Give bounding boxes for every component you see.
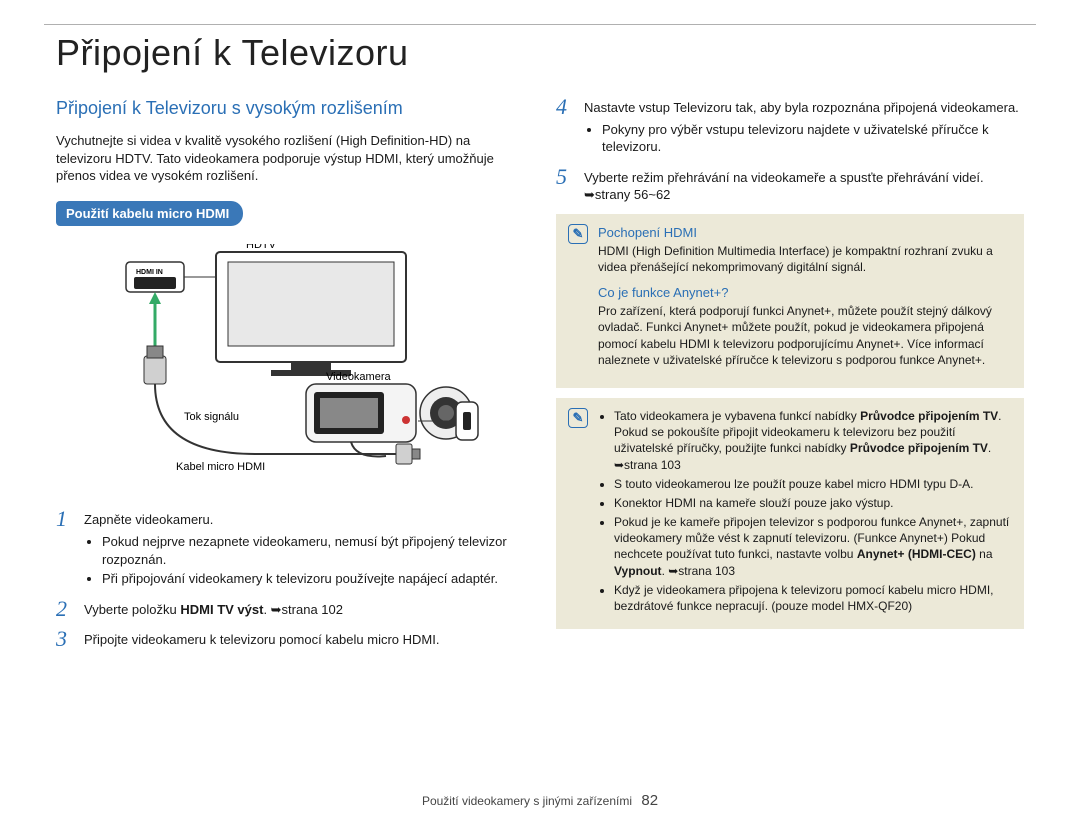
step-body: Zapněte videokameru. Pokud nejprve nezapn… [84,508,524,589]
label-cable: Kabel micro HDMI [176,461,265,473]
section-heading: Připojení k Televizoru s vysokým rozliše… [56,96,524,120]
label-signal: Tok signálu [184,411,239,423]
info-heading: Pochopení HDMI [598,224,1012,242]
step-text: Nastavte vstup Televizoru tak, aby byla … [584,99,1024,117]
step: 1 Zapněte videokameru. Pokud nejprve nezap… [56,508,524,589]
step-body: Připojte videokameru k televizoru pomocí… [84,628,524,650]
info-box-notes: ✎ Tato videokamera je vybavena funkcí na… [556,398,1024,629]
info-box-hdmi: ✎ Pochopení HDMIHDMI (High Definition Mu… [556,214,1024,388]
bullet-item: Pokyny pro výběr vstupu televizoru najde… [602,121,1024,156]
left-column: Připojení k Televizoru s vysokým rozliše… [56,96,524,658]
bullet-item: Pokud nejprve nezapnete videokameru, nem… [102,533,524,568]
page-footer: Použití videokamery s jinými zařízeními … [0,792,1080,809]
right-steps-list: 4 Nastavte vstup Televizoru tak, aby byla… [556,96,1024,204]
note-icon: ✎ [568,408,588,428]
content-columns: Připojení k Televizoru s vysokým rozliše… [56,96,1024,658]
step-text: Vyberte režim přehrávání na videokameře … [584,169,1024,204]
right-column: 4 Nastavte vstup Televizoru tak, aby byla… [556,96,1024,658]
intro-paragraph: Vychutnejte si videa v kvalitě vysokého … [56,132,524,185]
notes-list: Tato videokamera je vybavena funkcí nabí… [614,408,1012,614]
note-item: Konektor HDMI na kameře slouží pouze jak… [614,495,1012,511]
step-text: Zapněte videokameru. [84,511,524,529]
info-heading: Co je funkce Anynet+? [598,284,1012,302]
step: 4 Nastavte vstup Televizoru tak, aby byla… [556,96,1024,158]
left-steps-list: 1 Zapněte videokameru. Pokud nejprve nezap… [56,508,524,649]
footer-label: Použití videokamery s jinými zařízeními [422,794,632,808]
note-item: Pokud je ke kameře připojen televizor s … [614,514,1012,579]
note-item: S touto videokamerou lze použít pouze ka… [614,476,1012,492]
step-body: Vyberte režim přehrávání na videokameře … [584,166,1024,204]
bullet-item: Při připojování videokamery k televizoru… [102,570,524,588]
step-bullets: Pokud nejprve nezapnete videokameru, nem… [102,533,524,588]
step-body: Nastavte vstup Televizoru tak, aby byla … [584,96,1024,158]
subsection-pill: Použití kabelu micro HDMI [56,201,243,227]
step: 2 Vyberte položku HDMI TV výst. ➥strana 1… [56,598,524,620]
info-paragraph: Pro zařízení, která podporují funkci Any… [598,303,1012,368]
step-number: 1 [56,508,74,589]
label-camcorder: Videokamera [326,371,391,383]
step-number: 2 [56,598,74,620]
connection-diagram: HDTV HDMI IN [56,244,524,494]
step-number: 4 [556,96,574,158]
step-text: Připojte videokameru k televizoru pomocí… [84,631,524,649]
step-text: Vyberte položku HDMI TV výst. ➥strana 10… [84,601,524,619]
camcorder-icon [306,384,472,456]
note-item: Když je videokamera připojena k televizo… [614,582,1012,614]
step-number: 5 [556,166,574,204]
step-bullets: Pokyny pro výběr vstupu televizoru najde… [602,121,1024,156]
step-body: Vyberte položku HDMI TV výst. ➥strana 10… [84,598,524,620]
note-icon: ✎ [568,224,588,244]
info-paragraph: HDMI (High Definition Multimedia Interfa… [598,243,1012,275]
page-title: Připojení k Televizoru [56,32,1024,74]
note-item: Tato videokamera je vybavena funkcí nabí… [614,408,1012,473]
step: 5 Vyberte režim přehrávání na videokameře… [556,166,1024,204]
page-number: 82 [641,792,658,809]
label-hdmi-in: HDMI IN [136,269,163,276]
step-number: 3 [56,628,74,650]
step: 3 Připojte videokameru k televizoru pomoc… [56,628,524,650]
label-hdtv: HDTV [246,244,277,251]
